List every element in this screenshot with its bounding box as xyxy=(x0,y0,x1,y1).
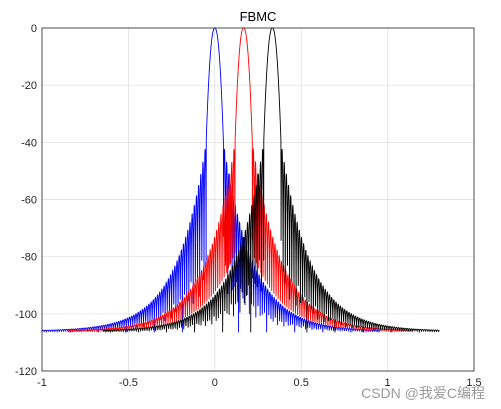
x-tick-label: 1.5 xyxy=(466,377,481,389)
series-line xyxy=(41,27,380,334)
series-line xyxy=(102,27,440,334)
watermark: CSDN @我爱C编程 xyxy=(361,385,485,401)
ticks: -1 -0.5 0 0.5 1 1.5 0 -20 -40 -60 -80 -100 -120 xyxy=(15,23,482,389)
series-group xyxy=(41,27,440,334)
series-line xyxy=(67,27,414,333)
axes-box xyxy=(41,27,475,372)
y-tick-label: -60 xyxy=(21,195,37,207)
y-tick-label: 0 xyxy=(31,23,37,35)
y-tick-label: -120 xyxy=(15,366,37,378)
x-tick-label: 1 xyxy=(385,377,391,389)
y-tick-label: -100 xyxy=(15,309,37,321)
chart-title: FBMC xyxy=(240,9,277,24)
x-tick-label: -1 xyxy=(37,377,47,389)
x-tick-label: 0.5 xyxy=(294,377,309,389)
y-tick-label: -80 xyxy=(21,252,37,264)
x-tick-label: -0.5 xyxy=(119,377,138,389)
x-tick-label: 0 xyxy=(212,377,218,389)
y-tick-label: -40 xyxy=(21,137,37,149)
y-tick-label: -20 xyxy=(21,80,37,92)
